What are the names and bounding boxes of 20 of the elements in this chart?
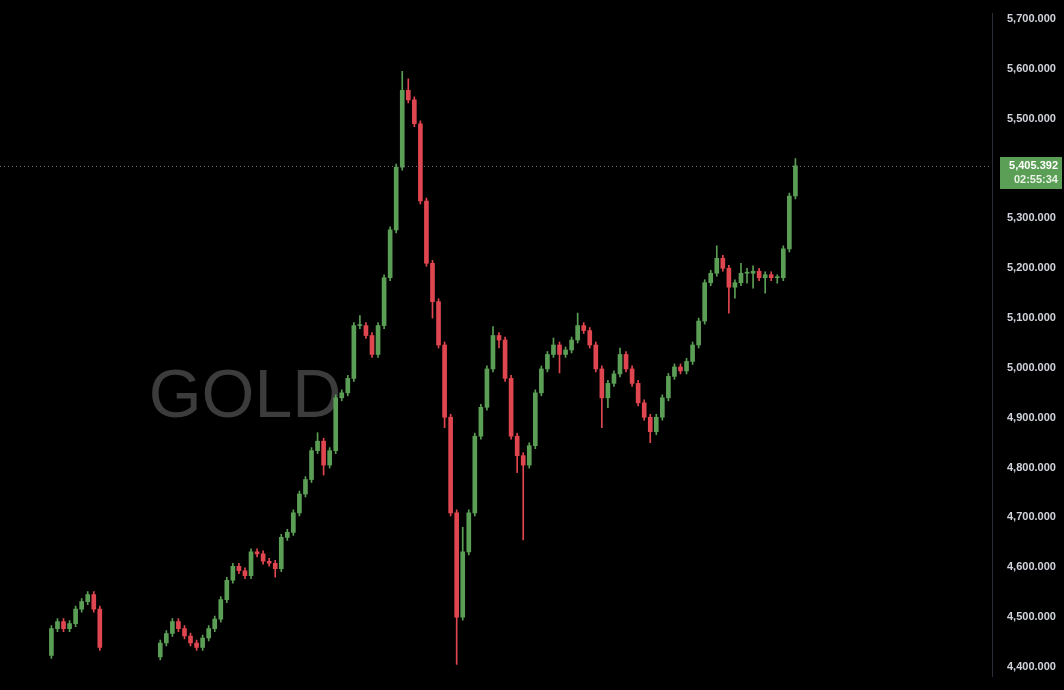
y-tick-label: 5,300.000 <box>1007 211 1056 224</box>
candlestick <box>357 315 363 329</box>
y-tick-label: 4,900.000 <box>1007 410 1056 423</box>
y-tick-label: 5,600.000 <box>1007 61 1056 74</box>
candlestick <box>762 271 768 294</box>
y-tick-label: 4,500.000 <box>1007 610 1056 623</box>
y-tick-label: 5,100.000 <box>1007 311 1056 324</box>
y-tick-label: 5,500.000 <box>1007 111 1056 124</box>
candlestick <box>744 267 750 284</box>
candlestick <box>750 265 756 289</box>
text: GOLD <box>148 355 342 432</box>
y-tick-label: 4,600.000 <box>1007 560 1056 573</box>
y-tick-label: 5,700.000 <box>1007 12 1056 25</box>
y-tick-label: 5,000.000 <box>1007 360 1056 373</box>
y-tick-label: 4,700.000 <box>1007 510 1056 523</box>
ref-line-label: 5,405.392 <box>1009 158 1058 171</box>
y-tick-label: 5,200.000 <box>1007 261 1056 274</box>
text: 02:55:34 <box>1013 172 1059 185</box>
y-tick-label: 4,400.000 <box>1007 659 1056 672</box>
y-tick-label: 4,800.000 <box>1007 460 1056 473</box>
